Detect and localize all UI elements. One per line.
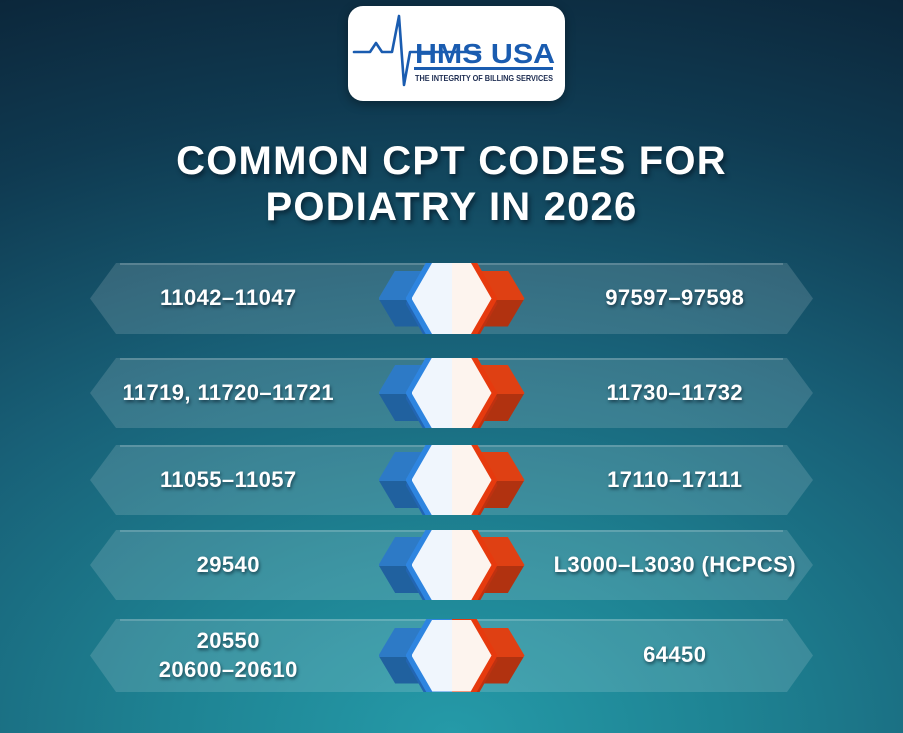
blue-hexagon-icon: [379, 452, 443, 508]
logo-tagline-text: THE INTEGRITY OF BILLING SERVICES: [415, 74, 553, 83]
logo-underline: [414, 67, 553, 70]
code-left: 11042–11047: [159, 285, 297, 311]
blue-hexagon-icon: [379, 271, 443, 327]
red-hexagon-icon: [461, 365, 525, 421]
code-left: 29540: [196, 551, 260, 577]
page-title-line2: PODIATRY IN 2026: [265, 185, 638, 230]
blue-hexagon-icon: [379, 365, 443, 421]
blue-hexagon-icon: [379, 628, 443, 684]
code-right: 11730–11732: [606, 379, 744, 405]
hexagon-divider-icon: [377, 521, 527, 609]
page-title-line1: COMMON CPT CODES FOR: [176, 139, 727, 183]
code-left: 11719, 11720–11721: [122, 379, 335, 405]
code-row-1: 11042–11047 97597–97598: [90, 263, 813, 334]
red-hexagon-icon: [461, 628, 525, 684]
hexagon-divider-icon: [377, 255, 527, 343]
code-right: 17110–17111: [607, 466, 743, 492]
hexagon-depth-shadow: [406, 528, 498, 612]
code-row-5: 20550 20600–20610 64450: [90, 619, 813, 692]
hexagon-divider-icon: [377, 612, 527, 700]
logo-card: HMS USA THE INTEGRITY OF BILLING SERVICE…: [348, 6, 565, 101]
code-rows: 11042–11047 97597–97598 11719, 11720–117…: [90, 263, 813, 692]
code-left: 20550 20600–20610: [158, 627, 298, 682]
hexagon-depth-shadow: [406, 356, 498, 440]
red-hexagon-icon: [461, 537, 525, 593]
red-hexagon-icon: [461, 271, 525, 327]
page-title: COMMON CPT CODES FOR PODIATRY IN 2026: [0, 138, 903, 231]
hexagon-depth-shadow: [406, 619, 498, 703]
red-hexagon-icon: [461, 452, 525, 508]
hexagon-divider-icon: [377, 349, 527, 437]
code-right: L3000–L3030 (HCPCS): [553, 551, 796, 577]
center-hexagon-icon: [406, 614, 498, 698]
code-row-2: 11719, 11720–11721 11730–11732: [90, 358, 813, 428]
hms-usa-logo: HMS USA THE INTEGRITY OF BILLING SERVICE…: [352, 14, 555, 87]
logo-brand-text: HMS USA: [415, 38, 555, 69]
hexagon-depth-shadow: [406, 443, 498, 527]
ekg-pulse-icon: [352, 14, 482, 87]
code-right: 64450: [643, 642, 707, 668]
center-hexagon-icon: [406, 257, 498, 341]
center-hexagon-icon: [406, 523, 498, 607]
center-hexagon-icon: [406, 351, 498, 435]
code-left: 11055–11057: [159, 466, 297, 492]
hexagon-divider-icon: [377, 436, 527, 524]
center-hexagon-icon: [406, 438, 498, 522]
code-row-4: 29540 L3000–L3030 (HCPCS): [90, 530, 813, 600]
code-right: 97597–97598: [605, 285, 745, 311]
code-row-3: 11055–11057 17110–17111: [90, 445, 813, 515]
hexagon-depth-shadow: [406, 262, 498, 346]
blue-hexagon-icon: [379, 537, 443, 593]
